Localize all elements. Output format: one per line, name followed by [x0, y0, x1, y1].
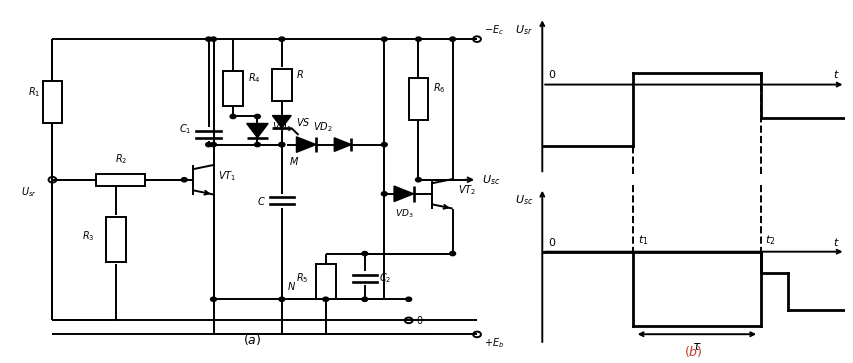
Circle shape [254, 143, 260, 147]
Polygon shape [393, 186, 413, 201]
Text: $VD_1$: $VD_1$ [272, 120, 292, 134]
Text: $C_1$: $C_1$ [179, 122, 192, 136]
Circle shape [381, 143, 386, 147]
Text: $C$: $C$ [257, 195, 266, 207]
Bar [409, 78, 427, 120]
Text: $U_{sr}$: $U_{sr}$ [20, 185, 37, 199]
Circle shape [362, 297, 368, 301]
Text: $R_4$: $R_4$ [247, 71, 260, 85]
Circle shape [181, 178, 187, 182]
Polygon shape [272, 115, 291, 128]
Circle shape [254, 114, 260, 119]
Bar [272, 69, 291, 101]
Text: $R_2$: $R_2$ [114, 152, 127, 166]
Text: $R_6$: $R_6$ [432, 81, 445, 95]
Text: $0$: $0$ [415, 314, 423, 326]
Bar [43, 81, 62, 123]
Circle shape [211, 143, 216, 147]
Circle shape [211, 37, 216, 41]
Text: $t$: $t$ [832, 236, 838, 248]
Text: $VS$: $VS$ [296, 116, 310, 128]
Text: $0$: $0$ [548, 236, 556, 248]
Circle shape [206, 37, 212, 41]
Text: $+E_b$: $+E_b$ [484, 336, 504, 350]
Text: $R_1$: $R_1$ [28, 85, 40, 99]
Text: $VT_2$: $VT_2$ [457, 183, 475, 197]
Circle shape [450, 252, 455, 256]
Text: $U_{sc}$: $U_{sc}$ [514, 193, 532, 207]
Text: $VD_2$: $VD_2$ [313, 120, 333, 134]
Text: $t$: $t$ [832, 68, 838, 80]
Circle shape [450, 37, 455, 41]
Text: $N$: $N$ [287, 280, 295, 292]
Text: $-E_c$: $-E_c$ [484, 24, 504, 37]
Text: $R_3$: $R_3$ [82, 229, 94, 243]
Text: $C_2$: $C_2$ [379, 271, 392, 285]
Circle shape [279, 37, 284, 41]
Text: $\tau$: $\tau$ [691, 339, 701, 352]
Text: $VT_1$: $VT_1$ [218, 169, 236, 183]
Text: $R_5$: $R_5$ [296, 271, 309, 285]
Circle shape [415, 37, 421, 41]
Bar [223, 71, 242, 106]
Circle shape [211, 297, 216, 301]
Circle shape [381, 37, 386, 41]
Bar [316, 264, 335, 299]
Text: $U_{sc}$: $U_{sc}$ [481, 173, 500, 187]
Circle shape [415, 178, 421, 182]
Bar [106, 217, 125, 262]
Circle shape [206, 143, 212, 147]
Text: $t_2$: $t_2$ [764, 233, 775, 247]
Polygon shape [334, 138, 351, 151]
Circle shape [279, 143, 284, 147]
Text: $0$: $0$ [548, 68, 556, 80]
Text: $(b)$: $(b)$ [683, 344, 702, 359]
Circle shape [362, 252, 368, 256]
Circle shape [405, 297, 411, 301]
Circle shape [279, 143, 284, 147]
Text: $(a)$: $(a)$ [243, 332, 261, 347]
Circle shape [381, 192, 386, 196]
Circle shape [229, 114, 235, 119]
Polygon shape [247, 123, 268, 138]
Text: $M$: $M$ [289, 155, 299, 167]
Bar [96, 174, 145, 186]
Polygon shape [296, 137, 316, 152]
Circle shape [322, 297, 328, 301]
Text: $U_{sr}$: $U_{sr}$ [515, 23, 532, 37]
Circle shape [279, 297, 284, 301]
Text: $t_1$: $t_1$ [637, 233, 647, 247]
Text: $R$: $R$ [296, 68, 304, 80]
Text: $VD_3$: $VD_3$ [394, 208, 413, 220]
